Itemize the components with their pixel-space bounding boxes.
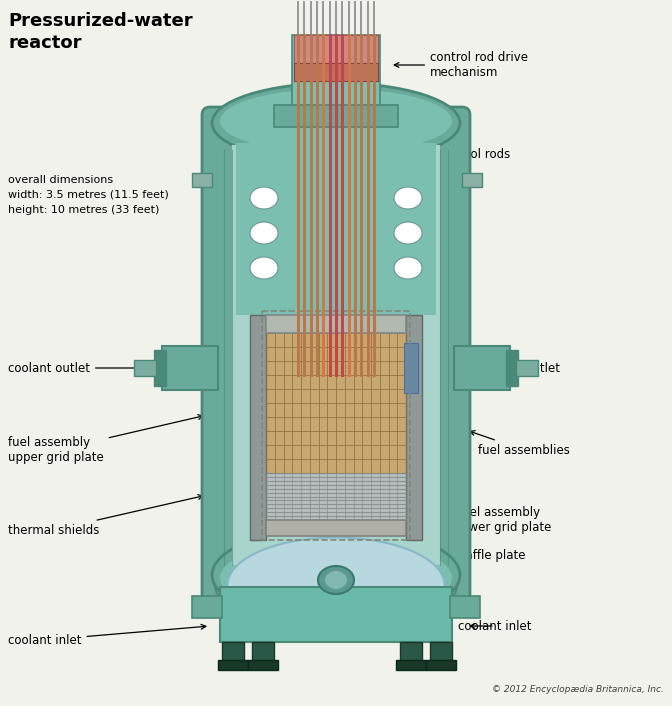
Ellipse shape bbox=[212, 527, 460, 623]
Bar bbox=[404, 343, 418, 393]
Ellipse shape bbox=[250, 187, 278, 209]
Ellipse shape bbox=[250, 222, 278, 244]
Text: baffle plate: baffle plate bbox=[452, 546, 526, 561]
Bar bbox=[162, 346, 218, 390]
Bar bbox=[252, 642, 274, 664]
Bar bbox=[134, 360, 156, 376]
Bar bbox=[192, 173, 212, 187]
Bar bbox=[266, 315, 406, 333]
Ellipse shape bbox=[325, 571, 347, 589]
Bar bbox=[220, 587, 452, 642]
Bar bbox=[236, 143, 436, 315]
Text: coolant outlet: coolant outlet bbox=[470, 361, 560, 374]
Bar bbox=[192, 596, 222, 618]
Text: coolant outlet: coolant outlet bbox=[8, 361, 203, 374]
Bar bbox=[430, 642, 452, 664]
Bar bbox=[218, 660, 248, 670]
Ellipse shape bbox=[220, 539, 452, 617]
Ellipse shape bbox=[318, 566, 354, 594]
FancyBboxPatch shape bbox=[202, 107, 470, 603]
Bar bbox=[250, 315, 266, 540]
Text: control rod drive
mechanism: control rod drive mechanism bbox=[394, 51, 528, 79]
Ellipse shape bbox=[215, 540, 457, 630]
Ellipse shape bbox=[394, 187, 422, 209]
Text: Pressurized-water
reactor: Pressurized-water reactor bbox=[8, 12, 193, 52]
Text: thermal shields: thermal shields bbox=[8, 495, 203, 537]
Bar bbox=[274, 105, 398, 127]
Bar bbox=[248, 660, 278, 670]
Bar bbox=[292, 35, 380, 120]
Bar bbox=[450, 596, 480, 618]
Bar bbox=[396, 660, 426, 670]
Bar bbox=[506, 350, 518, 386]
Bar bbox=[400, 642, 422, 664]
Ellipse shape bbox=[228, 537, 444, 633]
Text: fuel assembly
lower grid plate: fuel assembly lower grid plate bbox=[452, 506, 551, 534]
Bar bbox=[462, 173, 482, 187]
Bar bbox=[154, 350, 166, 386]
Bar bbox=[294, 63, 378, 81]
Bar bbox=[222, 642, 244, 664]
Text: fuel assembly
upper grid plate: fuel assembly upper grid plate bbox=[8, 414, 203, 464]
Bar bbox=[262, 311, 410, 540]
Text: overall dimensions
width: 3.5 metres (11.5 feet)
height: 10 metres (33 feet): overall dimensions width: 3.5 metres (11… bbox=[8, 175, 169, 215]
Ellipse shape bbox=[394, 257, 422, 279]
Text: coolant inlet: coolant inlet bbox=[8, 624, 206, 647]
Text: coolant inlet: coolant inlet bbox=[458, 619, 532, 633]
Text: fuel assemblies: fuel assemblies bbox=[470, 431, 570, 457]
Ellipse shape bbox=[250, 257, 278, 279]
Bar bbox=[266, 520, 406, 536]
Text: © 2012 Encyclopædia Britannica, Inc.: © 2012 Encyclopædia Britannica, Inc. bbox=[492, 685, 664, 694]
Ellipse shape bbox=[220, 88, 452, 153]
Bar bbox=[406, 315, 422, 540]
Ellipse shape bbox=[212, 83, 460, 163]
Bar bbox=[426, 660, 456, 670]
Bar bbox=[266, 473, 406, 520]
Bar bbox=[232, 145, 440, 565]
Bar bbox=[516, 360, 538, 376]
Bar bbox=[294, 35, 378, 63]
Ellipse shape bbox=[394, 222, 422, 244]
Text: control rods: control rods bbox=[397, 148, 510, 175]
Bar bbox=[266, 333, 406, 473]
Bar bbox=[454, 346, 510, 390]
